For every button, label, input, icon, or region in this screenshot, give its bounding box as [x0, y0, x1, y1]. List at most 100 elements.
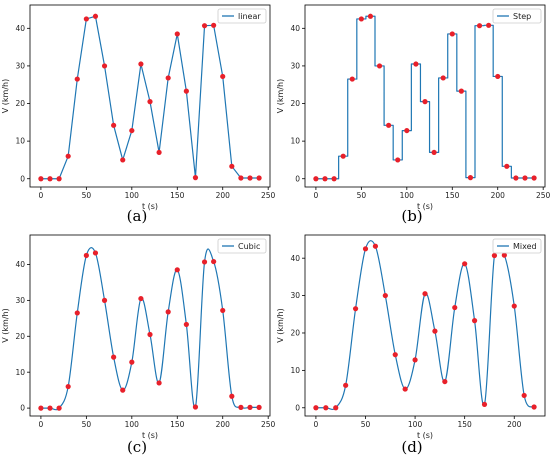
data-point	[521, 392, 527, 399]
series-line	[315, 240, 535, 411]
data-point	[211, 258, 217, 265]
data-point	[256, 404, 262, 410]
x-axis-label: t (s)	[142, 431, 158, 440]
data-point	[386, 122, 392, 128]
panel-caption: (b)	[401, 207, 422, 225]
y-tick-label: 10	[290, 366, 300, 375]
data-point	[56, 405, 62, 411]
data-point	[449, 31, 455, 37]
x-tick-label: 50	[82, 420, 92, 429]
legend-box	[217, 8, 267, 24]
data-point	[313, 405, 319, 411]
series-line	[315, 15, 535, 180]
legend-label: Mixed	[513, 242, 537, 251]
data-point	[47, 405, 53, 411]
data-point	[229, 393, 235, 399]
data-point	[513, 175, 519, 181]
data-point	[201, 259, 208, 265]
data-point	[442, 378, 448, 385]
x-tick-label: 50	[361, 420, 371, 429]
data-point	[111, 354, 117, 360]
data-point	[83, 16, 89, 22]
data-point	[491, 252, 498, 259]
data-point	[358, 16, 364, 22]
data-point	[422, 99, 428, 105]
x-tick-label: 200	[507, 420, 522, 429]
y-tick-label: 40	[15, 24, 25, 33]
data-point	[412, 357, 418, 363]
data-point	[511, 303, 517, 309]
x-tick-label: 150	[445, 191, 460, 200]
data-point	[65, 153, 71, 159]
x-tick-label: 50	[82, 191, 92, 200]
x-tick-label: 250	[261, 420, 276, 429]
data-point	[404, 127, 410, 134]
data-point	[174, 267, 180, 273]
data-point	[467, 174, 474, 181]
data-point	[74, 310, 80, 316]
plot-frame	[304, 4, 546, 188]
x-axis-label: t (s)	[417, 202, 433, 211]
plot-frame	[304, 234, 546, 417]
y-tick-label: 40	[15, 260, 25, 269]
y-tick-label: 20	[290, 329, 300, 338]
data-point	[531, 404, 537, 410]
data-point	[413, 61, 419, 67]
panel-caption: (a)	[127, 207, 148, 225]
data-point	[147, 331, 153, 338]
y-tick-label: 0	[20, 174, 25, 183]
y-tick-label: 40	[290, 254, 300, 263]
x-tick-label: 0	[39, 420, 44, 429]
data-point	[440, 75, 446, 81]
y-tick-label: 20	[15, 332, 25, 341]
data-point	[481, 401, 488, 408]
data-point	[504, 163, 510, 169]
data-point	[431, 149, 437, 156]
y-axis-label: V (km/h)	[1, 79, 10, 113]
y-tick-label: 0	[20, 404, 25, 413]
data-point	[531, 175, 537, 181]
x-tick-label: 200	[491, 191, 506, 200]
data-point	[129, 359, 135, 365]
data-point	[372, 243, 379, 249]
data-point	[174, 31, 180, 37]
data-point	[101, 297, 108, 303]
data-point	[211, 22, 217, 28]
data-point	[65, 383, 71, 390]
x-tick-label: 0	[314, 191, 319, 200]
data-point	[92, 250, 99, 256]
data-point	[247, 175, 253, 181]
y-axis-label: V (km/h)	[1, 308, 10, 342]
data-point	[101, 63, 108, 69]
data-point	[452, 304, 458, 311]
data-point	[138, 295, 144, 302]
y-tick-label: 30	[15, 62, 25, 71]
x-tick-label: 200	[216, 191, 231, 200]
legend-label: Cubic	[238, 242, 260, 251]
data-point	[83, 252, 89, 259]
y-tick-label: 0	[295, 174, 300, 183]
x-tick-label: 100	[125, 191, 140, 200]
data-point	[92, 13, 99, 19]
data-point	[322, 176, 328, 182]
data-point	[495, 73, 501, 80]
data-point	[331, 176, 337, 182]
data-point	[147, 99, 153, 105]
data-point	[247, 404, 253, 410]
data-point	[471, 318, 478, 324]
data-point	[458, 88, 464, 94]
y-tick-label: 20	[15, 99, 25, 108]
data-point	[238, 404, 244, 410]
data-point	[522, 175, 528, 181]
data-point	[129, 127, 135, 134]
data-point	[238, 175, 244, 181]
data-point	[120, 157, 126, 163]
y-tick-label: 30	[15, 296, 25, 305]
data-point	[343, 382, 349, 388]
data-point	[382, 292, 388, 299]
y-tick-label: 10	[15, 368, 25, 377]
data-point	[38, 405, 44, 411]
plot-frame	[29, 4, 271, 188]
data-point	[501, 252, 507, 258]
